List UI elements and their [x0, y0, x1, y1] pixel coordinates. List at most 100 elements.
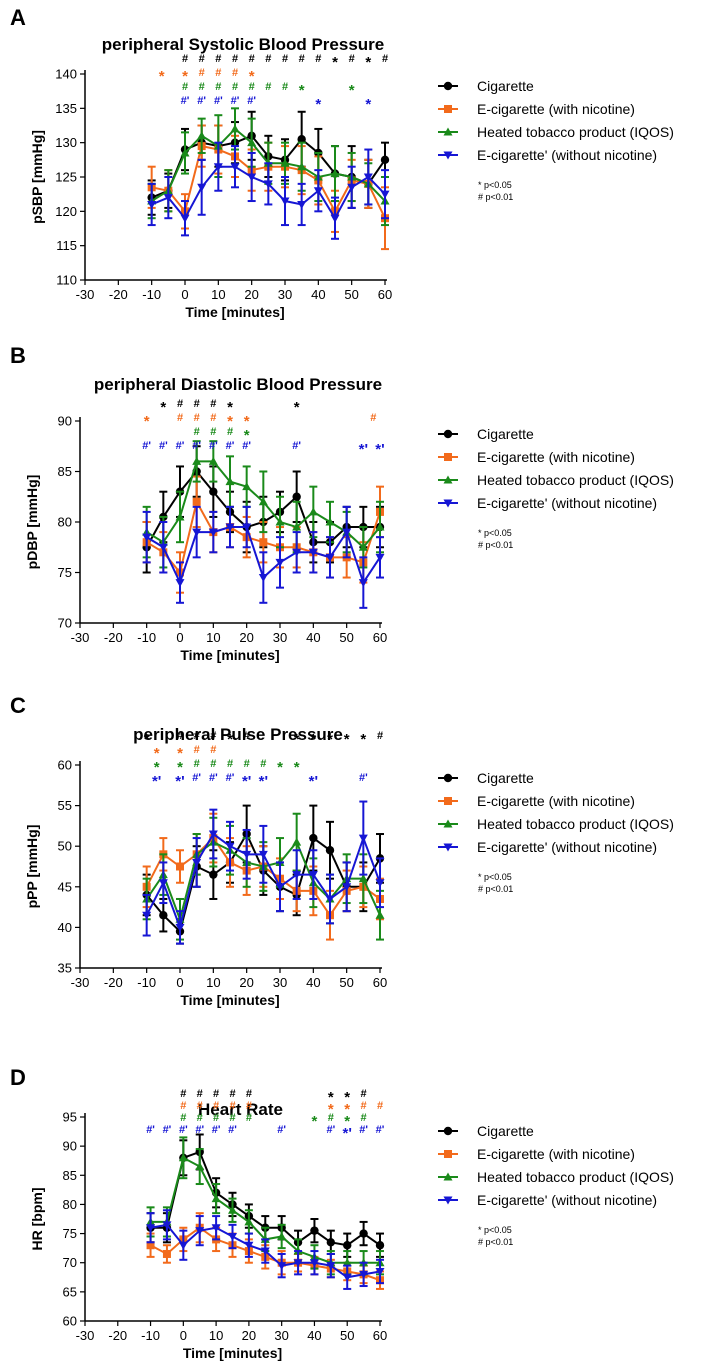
significance-mark: * [332, 54, 338, 71]
x-tick-label: -20 [104, 630, 123, 645]
significance-mark: # [199, 81, 205, 93]
data-point [326, 1238, 336, 1247]
data-point [330, 214, 340, 223]
significance-mark: # [315, 53, 321, 65]
data-point [192, 497, 201, 506]
significance-mark: * [344, 1089, 350, 1106]
data-point [375, 522, 385, 531]
data-point [347, 183, 357, 192]
data-point [197, 183, 207, 192]
series-3 [142, 505, 385, 609]
data-point [146, 1241, 155, 1250]
x-tick-label: 10 [211, 287, 225, 302]
x-tick-label: 60 [373, 1328, 387, 1343]
significance-mark: # [177, 398, 183, 410]
x-tick-label: 40 [311, 287, 325, 302]
data-point [375, 879, 385, 888]
data-point [342, 528, 352, 537]
chart-title: Heart Rate [198, 1100, 283, 1119]
legend-label: Heated tobacco product (IQOS) [477, 1169, 674, 1185]
data-point [308, 548, 318, 557]
x-tick-label: -20 [108, 1328, 127, 1343]
x-tick-label: 0 [181, 287, 188, 302]
x-tick-label: 0 [176, 975, 183, 990]
significance-mark: # [213, 1088, 219, 1100]
significance-mark: #' [197, 95, 206, 107]
significance-mark: # [180, 1100, 186, 1112]
legend-label: E-cigarette' (without nicotine) [477, 839, 657, 855]
x-tick-label: 0 [180, 1328, 187, 1343]
data-point [142, 911, 152, 920]
data-point [178, 1153, 188, 1162]
significance-mark: # [215, 67, 221, 79]
legend-marker [443, 843, 453, 852]
significance-mark: * [144, 731, 150, 748]
significance-note: # p<0.01 [478, 884, 513, 894]
x-tick-label: 0 [176, 630, 183, 645]
x-tick-label: 50 [340, 1328, 354, 1343]
data-point [146, 1224, 156, 1233]
data-point [342, 883, 352, 892]
legend-marker [443, 499, 453, 508]
significance-mark: # [229, 1112, 235, 1124]
data-point [358, 579, 368, 588]
data-point [244, 1217, 254, 1226]
data-point [297, 162, 307, 171]
data-point [178, 1241, 188, 1250]
y-tick-label: 90 [58, 414, 72, 429]
significance-mark: #' [192, 772, 201, 784]
legend-marker [443, 1196, 453, 1205]
data-point [192, 858, 202, 867]
x-tick-label: 40 [307, 1328, 321, 1343]
y-tick-label: 120 [55, 204, 77, 219]
significance-mark: #' [242, 440, 251, 452]
significance-mark: * [360, 731, 366, 748]
y-tick-label: 70 [63, 1255, 77, 1270]
data-point [359, 1229, 368, 1238]
significance-mark: * [328, 1089, 334, 1106]
significance-mark: #' [159, 440, 168, 452]
significance-mark: *' [152, 773, 161, 790]
significance-mark: # [246, 1112, 252, 1124]
x-tick-label: -30 [71, 975, 90, 990]
data-point [342, 1258, 352, 1267]
significance-note: * p<0.05 [478, 872, 512, 882]
legend-marker [443, 773, 453, 783]
x-tick-label: -30 [76, 287, 95, 302]
data-point [292, 871, 302, 880]
significance-mark: # [249, 81, 255, 93]
data-point [277, 1262, 287, 1271]
x-tick-label: 30 [278, 287, 292, 302]
x-tick-label: -30 [71, 630, 90, 645]
significance-mark: * [315, 96, 321, 113]
legend-marker [444, 453, 452, 461]
data-point [228, 1232, 237, 1241]
significance-mark: * [182, 68, 188, 85]
data-point [195, 1162, 205, 1171]
significance-mark: # [180, 1112, 186, 1124]
x-tick-label: 30 [274, 1328, 288, 1343]
significance-mark: * [277, 759, 283, 776]
significance-mark: * [327, 731, 333, 748]
y-axis-label: pDBP [mmHg] [24, 475, 40, 570]
significance-mark: *' [175, 773, 184, 790]
significance-mark: # [349, 53, 355, 65]
x-tick-label: -10 [137, 630, 156, 645]
significance-mark: # [377, 730, 383, 742]
significance-mark: # [282, 81, 288, 93]
data-point [308, 507, 318, 516]
data-point [358, 874, 368, 883]
chart-title: peripheral Systolic Blood Pressure [102, 35, 384, 54]
data-point [258, 574, 268, 583]
x-tick-label: 20 [242, 1328, 256, 1343]
legend-label: E-cigarette (with nicotine) [477, 1146, 635, 1162]
significance-mark: * [312, 1113, 318, 1130]
x-tick-label: 60 [373, 630, 387, 645]
data-point [228, 1205, 237, 1214]
x-tick-label: 30 [273, 630, 287, 645]
significance-mark: #' [209, 772, 218, 784]
data-point [208, 528, 218, 537]
x-tick-label: 40 [306, 630, 320, 645]
data-point [380, 190, 390, 199]
